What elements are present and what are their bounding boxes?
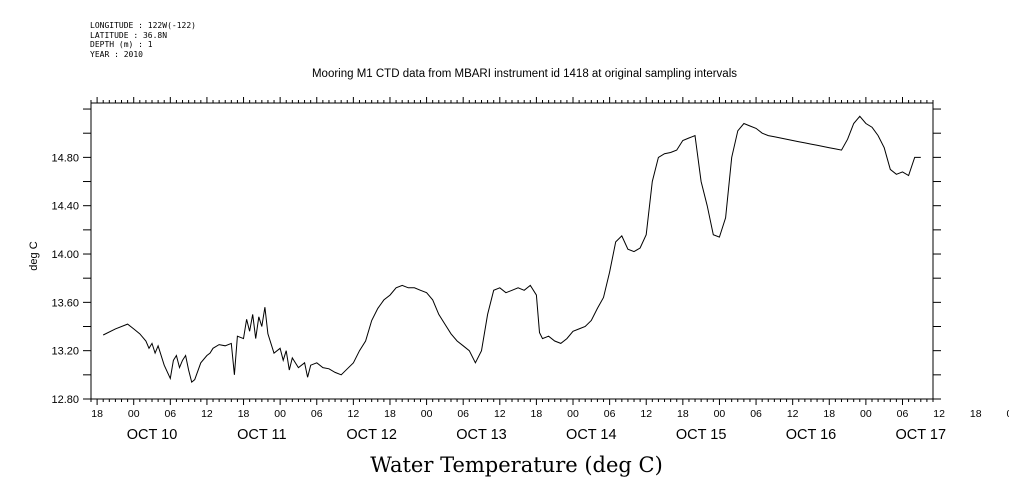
meta-latitude: LATITUDE : 36.8N <box>90 30 168 40</box>
hour-tick-label: 06 <box>604 408 616 420</box>
day-label: OCT 11 <box>237 427 286 443</box>
hour-tick-label: 18 <box>970 408 982 420</box>
day-label: OCT 12 <box>346 427 397 443</box>
hour-tick-label: 12 <box>640 408 652 420</box>
y-tick-label: 14.00 <box>51 249 79 261</box>
hour-tick-label: 00 <box>1006 408 1009 420</box>
hour-tick-label: 18 <box>384 408 396 420</box>
y-tick-label: 12.80 <box>51 394 79 406</box>
x-tick-labels: 18 00 06 12 18 00 06 12 18 00 06 12 18 00 06 12 18 00 06 12… <box>91 408 1009 443</box>
hour-tick-label: 12 <box>933 408 945 420</box>
hour-tick-label: 18 <box>531 408 543 420</box>
meta-year: YEAR : 2010 <box>90 49 143 59</box>
y-tick-label: 13.60 <box>51 297 79 309</box>
hour-tick-label: 00 <box>274 408 286 420</box>
hour-tick-label: 12 <box>201 408 213 420</box>
day-label: OCT 13 <box>456 427 507 443</box>
hour-tick-label: 18 <box>823 408 835 420</box>
metadata-block: LONGITUDE : 122W(-122) LATITUDE : 36.8N … <box>90 21 196 59</box>
hour-tick-label: 06 <box>897 408 909 420</box>
hour-tick-label: 12 <box>494 408 506 420</box>
hour-tick-label: 18 <box>677 408 689 420</box>
hour-tick-label: 18 <box>91 408 103 420</box>
meta-depth: DEPTH (m) : 1 <box>90 40 153 49</box>
hour-tick-label: 06 <box>457 408 469 420</box>
plot-frame <box>90 102 934 400</box>
hour-tick-label: 12 <box>348 408 360 420</box>
chart-title: Mooring M1 CTD data from MBARI instrumen… <box>311 68 738 80</box>
day-label: OCT 17 <box>896 427 947 443</box>
meta-longitude: LONGITUDE : 122W(-122) <box>90 21 196 30</box>
x-axis-title: Water Temperature (deg C) <box>370 453 663 477</box>
hour-tick-label: 00 <box>860 408 872 420</box>
axis-ticks <box>83 97 941 405</box>
day-label: OCT 15 <box>676 427 727 443</box>
hour-tick-label: 00 <box>714 408 726 420</box>
y-tick-label: 14.80 <box>51 152 79 164</box>
hour-tick-label: 06 <box>164 408 176 420</box>
y-tick-label: 13.20 <box>51 346 79 358</box>
day-label: OCT 10 <box>127 427 178 443</box>
y-tick-label: 14.40 <box>51 201 79 213</box>
hour-tick-label: 00 <box>567 408 579 420</box>
hour-tick-label: 00 <box>421 408 433 420</box>
hour-tick-label: 18 <box>238 408 250 420</box>
hour-tick-label: 06 <box>750 408 762 420</box>
day-label: OCT 14 <box>566 427 617 443</box>
hour-tick-label: 00 <box>128 408 140 420</box>
y-tick-labels: 12.80 13.20 13.60 14.00 14.40 14.80 <box>51 152 79 406</box>
hour-tick-label: 12 <box>787 408 799 420</box>
temperature-series-line <box>102 115 921 383</box>
hour-tick-label: 06 <box>311 408 323 420</box>
day-label: OCT 16 <box>786 427 837 443</box>
